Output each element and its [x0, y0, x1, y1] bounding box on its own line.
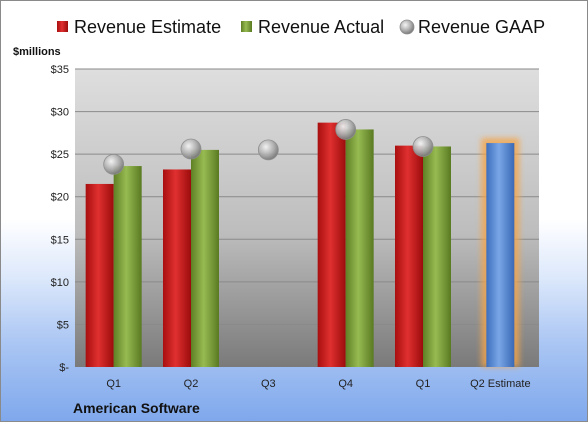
company-name: American Software: [73, 400, 200, 416]
revenue-estimate-bar: [317, 122, 346, 367]
legend-swatch: [241, 21, 252, 32]
revenue-estimate-next-bar: [486, 143, 515, 367]
x-tick-label: Q3: [261, 378, 276, 390]
revenue-estimate-bar: [85, 183, 114, 367]
x-tick-label: Q1: [106, 378, 121, 390]
revenue-actual-bar: [113, 166, 142, 367]
revenue-gaap-marker: [412, 136, 434, 157]
y-axis-unit-label: $millions: [13, 46, 61, 58]
plot-area: [75, 69, 539, 367]
revenue-gaap-marker: [335, 119, 357, 140]
legend-marker: [399, 19, 415, 35]
revenue-actual-bar: [345, 129, 374, 367]
revenue-gaap-marker: [180, 138, 202, 160]
y-tick-label: $5: [57, 319, 69, 331]
x-tick-label: Q4: [338, 378, 353, 390]
chart-legend: Revenue Estimate Revenue Actual Revenue GA…: [57, 17, 545, 37]
revenue-actual-bar: [423, 146, 451, 367]
gaap-markers: [103, 119, 434, 175]
y-tick-label: $10: [51, 277, 69, 289]
legend-label: Revenue GAAP: [418, 17, 545, 37]
revenue-estimate-bar: [163, 169, 191, 367]
y-tick-label: $35: [51, 64, 69, 76]
x-tick-label: Q2 Estimate: [470, 378, 531, 390]
y-axis-ticks: $- $5 $10 $15 $20 $25 $30 $35: [51, 64, 70, 374]
y-tick-label: $30: [51, 107, 69, 119]
legend-swatch: [57, 21, 68, 32]
y-tick-label: $15: [51, 234, 69, 246]
legend-label: Revenue Actual: [258, 17, 384, 37]
revenue-estimate-bar: [395, 145, 423, 367]
revenue-actual-bar: [191, 149, 219, 367]
y-tick-label: $20: [51, 192, 69, 204]
x-axis-ticks: Q1 Q2 Q3 Q4 Q1 Q2 Estimate: [106, 378, 530, 390]
y-tick-label: $-: [59, 362, 69, 374]
gridlines: [75, 68, 539, 325]
x-tick-label: Q2: [184, 378, 199, 390]
revenue-gaap-marker: [103, 153, 125, 175]
y-tick-label: $25: [51, 149, 69, 161]
bars: [85, 122, 520, 367]
revenue-gaap-marker: [257, 139, 279, 161]
legend-label: Revenue Estimate: [74, 17, 221, 37]
x-tick-label: Q1: [416, 378, 431, 390]
